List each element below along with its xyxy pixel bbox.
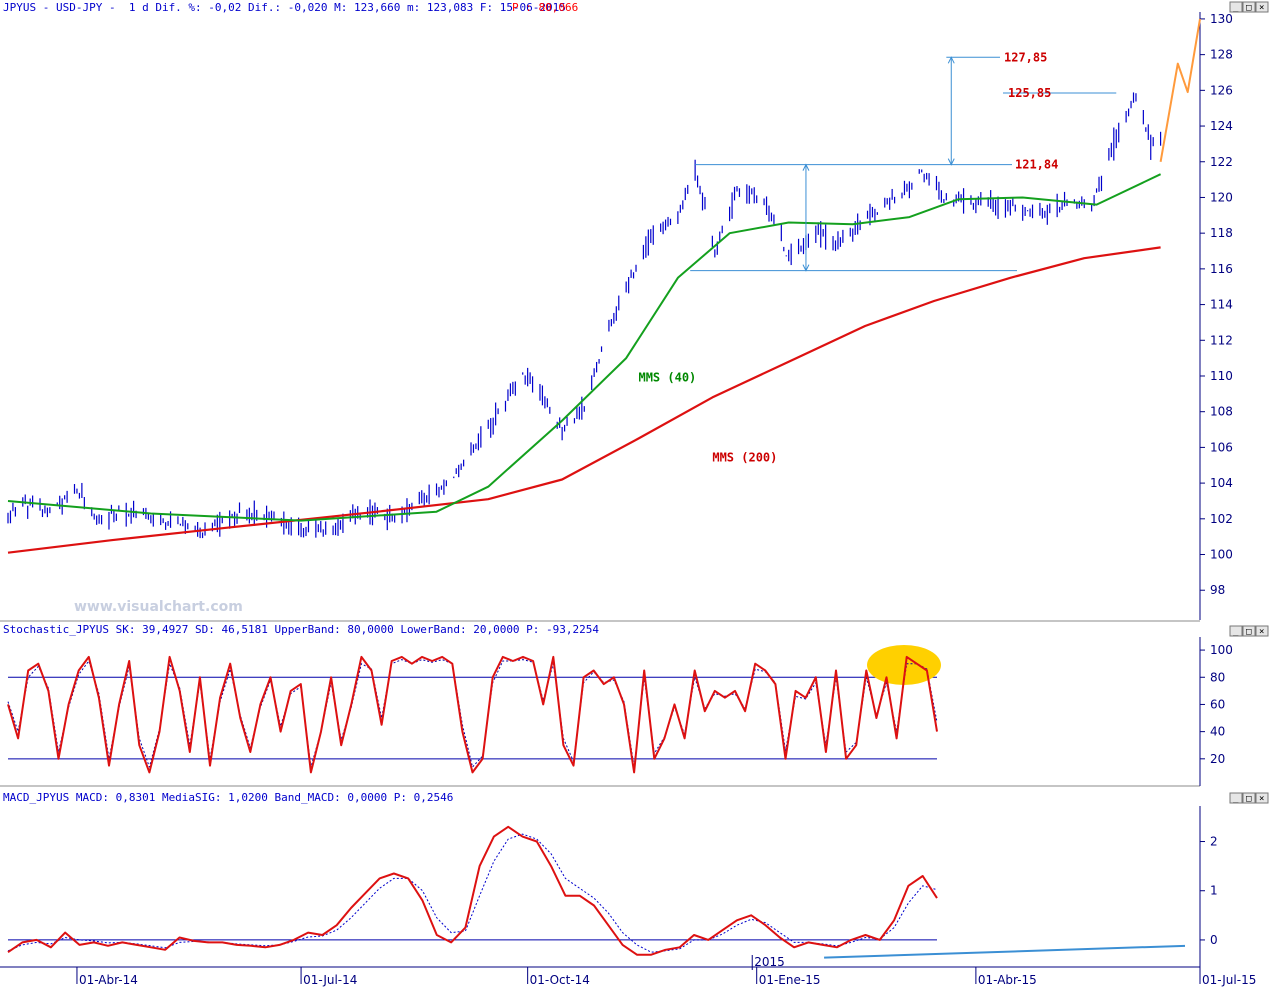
chart-header-p: P : 80,066 <box>512 1 578 14</box>
price-y-tick-label: 112 <box>1210 333 1233 347</box>
price-y-tick-label: 126 <box>1210 83 1233 97</box>
price-y-tick-label: 130 <box>1210 12 1233 26</box>
x-axis: 01-Abr-14 01-Jul-14 01-Oct-14 01-Ene-15 01-A… <box>0 955 1256 987</box>
macd-window-buttons[interactable]: _ □ × <box>1229 792 1269 804</box>
x-tick-label: 01-Oct-14 <box>530 973 590 987</box>
range-height-arrow-tail <box>802 264 810 272</box>
svg-text:×: × <box>1259 794 1264 804</box>
osc-y-tick-label: 40 <box>1210 725 1225 739</box>
x-tick-label: 01-Abr-15 <box>978 973 1037 987</box>
macd-title: MACD_JPYUS MACD: 0,8301 MediaSIG: 1,0200… <box>3 791 453 804</box>
osc-y-tick-label: 0 <box>1210 933 1218 947</box>
svg-text:×: × <box>1259 3 1264 13</box>
price-y-tick-label: 124 <box>1210 119 1233 133</box>
year-label: 2015 <box>754 955 785 969</box>
svg-text:_: _ <box>1233 794 1239 804</box>
projection-path <box>1159 18 1201 162</box>
osc-y-tick-label: 80 <box>1210 670 1225 684</box>
watermark: www.visualchart.com <box>74 599 243 615</box>
price-y-tick-label: 106 <box>1210 440 1233 454</box>
level-label: 121,84 <box>1015 158 1058 172</box>
x-tick-label: 01-Jul-15 <box>1202 973 1256 987</box>
macd-main-line <box>7 825 938 956</box>
target-height-arrow-tail <box>947 158 955 166</box>
ma40-line <box>7 173 1162 522</box>
macd-panel: MACD_JPYUS MACD: 0,8301 MediaSIG: 1,0200… <box>3 791 1269 967</box>
osc-y-tick-label: 100 <box>1210 643 1233 657</box>
price-y-tick-label: 122 <box>1210 155 1233 169</box>
range-height-arrow-head <box>802 163 810 171</box>
osc-y-tick-label: 20 <box>1210 752 1225 766</box>
ma200-label: MMS (200) <box>712 451 777 465</box>
price-y-tick-label: 100 <box>1210 548 1233 562</box>
svg-text:□: □ <box>1246 3 1252 13</box>
ma200-line <box>7 246 1161 554</box>
x-tick-label: 01-Jul-14 <box>303 973 357 987</box>
svg-text:_: _ <box>1233 3 1239 13</box>
macd-trendline <box>824 944 1186 959</box>
osc-y-tick-label: 2 <box>1210 835 1218 849</box>
ma40-label: MMS (40) <box>638 370 696 384</box>
price-y-tick-label: 110 <box>1210 369 1233 383</box>
svg-text:×: × <box>1259 627 1264 637</box>
price-y-tick-label: 104 <box>1210 476 1233 490</box>
level-label: 125,85 <box>1008 86 1051 100</box>
price-y-tick-label: 108 <box>1210 405 1233 419</box>
x-tick-label: 01-Abr-14 <box>79 973 138 987</box>
chart-header: JPYUS - USD-JPY - 1 d Dif. %: -0,02 Dif.… <box>3 1 566 14</box>
price-y-tick-label: 114 <box>1210 298 1233 312</box>
price-bars <box>7 92 1162 539</box>
price-y-tick-label: 120 <box>1210 190 1233 204</box>
svg-text:□: □ <box>1246 794 1252 804</box>
price-y-tick-label: 118 <box>1210 226 1233 240</box>
stochastic-title: Stochastic_JPYUS SK: 39,4927 SD: 46,5181… <box>3 623 599 636</box>
level-label: 127,85 <box>1004 50 1047 64</box>
x-tick-label: 01-Ene-15 <box>759 973 821 987</box>
price-y-tick-label: 98 <box>1210 583 1225 597</box>
stoch-sk-line <box>7 655 938 774</box>
main-panel-window-buttons[interactable]: _ □ × <box>1229 1 1269 13</box>
price-y-tick-label: 116 <box>1210 262 1233 276</box>
price-panel: 98 100 102 104 106 108 110 112 114 116 118 120 122 12… <box>7 12 1233 620</box>
osc-y-tick-label: 60 <box>1210 697 1225 711</box>
target-height-arrow-head <box>947 56 955 64</box>
osc-y-tick-label: 1 <box>1210 884 1218 898</box>
svg-text:_: _ <box>1233 627 1239 637</box>
stoch-sd-line <box>7 659 938 768</box>
stochastic-panel: Stochastic_JPYUS SK: 39,4927 SD: 46,5181… <box>3 623 1269 786</box>
overbought-highlight <box>867 645 941 685</box>
stochastic-window-buttons[interactable]: _ □ × <box>1229 625 1269 637</box>
svg-text:□: □ <box>1246 627 1252 637</box>
price-y-tick-label: 102 <box>1210 512 1233 526</box>
price-y-tick-label: 128 <box>1210 48 1233 62</box>
